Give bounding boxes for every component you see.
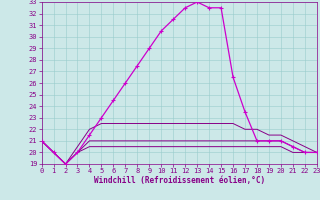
X-axis label: Windchill (Refroidissement éolien,°C): Windchill (Refroidissement éolien,°C) xyxy=(94,176,265,185)
